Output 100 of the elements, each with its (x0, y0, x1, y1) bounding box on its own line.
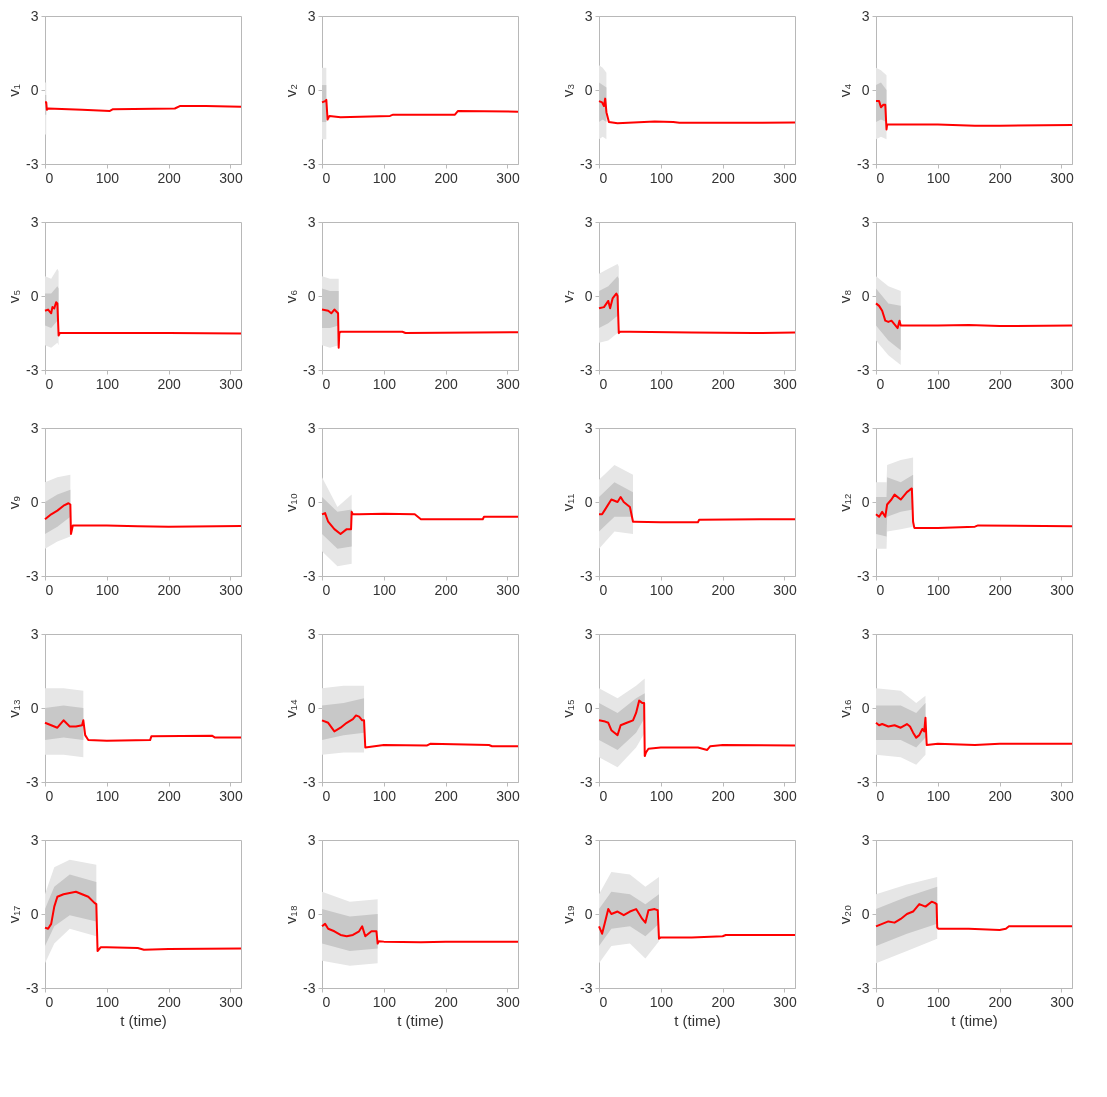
y-tick-label: -3 (26, 361, 39, 378)
x-tick-label: 300 (1050, 581, 1074, 598)
line-series (598, 908, 796, 940)
x-tick-label: 100 (649, 993, 674, 1010)
y-tick-label: 0 (584, 493, 593, 510)
y-tick-label: -3 (580, 361, 593, 378)
y-tick-label: 3 (861, 831, 870, 848)
y-tick-label: -3 (580, 979, 593, 996)
y-tick-label: -3 (303, 567, 316, 584)
line-series (875, 900, 1073, 932)
y-axis-title: v₁₉ (559, 905, 577, 924)
y-tick-label: -3 (26, 979, 39, 996)
y-axis-title: v₁₁ (559, 493, 577, 512)
y-axis-title: v₂₀ (836, 904, 854, 925)
x-tick-label: 100 (649, 375, 674, 392)
y-axis-title: v₁₄ (282, 699, 300, 718)
x-tick-label: 200 (157, 993, 182, 1010)
x-tick-label: 0 (322, 581, 331, 598)
y-tick-label: 0 (584, 81, 593, 98)
y-tick-label: 3 (30, 419, 39, 436)
x-tick-label: 300 (773, 993, 797, 1010)
x-tick-label: 100 (95, 169, 120, 186)
y-axis-title: v₁₀ (282, 493, 300, 512)
y-tick-label: 3 (584, 7, 593, 24)
x-tick-label: 300 (219, 375, 243, 392)
x-tick-label: 0 (876, 993, 885, 1010)
y-tick-label: 0 (30, 699, 39, 716)
x-tick-label: 200 (711, 375, 736, 392)
x-tick-label: 300 (1050, 993, 1074, 1010)
y-tick-label: 3 (584, 625, 593, 642)
x-tick-label: 0 (322, 169, 331, 186)
x-axis-title: t (time) (674, 1011, 721, 1029)
x-tick-label: 100 (95, 375, 120, 392)
x-tick-label: 200 (988, 169, 1013, 186)
x-tick-label: 0 (45, 993, 54, 1010)
x-tick-label: 200 (988, 581, 1013, 598)
x-tick-label: 0 (45, 787, 54, 804)
x-tick-label: 100 (95, 581, 120, 598)
y-tick-label: 0 (584, 699, 593, 716)
y-axis-title: v₁₅ (559, 699, 577, 718)
x-tick-label: 300 (1050, 169, 1074, 186)
y-tick-label: -3 (580, 155, 593, 172)
x-tick-label: 200 (157, 169, 182, 186)
y-tick-label: 0 (861, 493, 870, 510)
y-tick-label: -3 (857, 979, 870, 996)
y-tick-label: 0 (307, 905, 316, 922)
y-tick-label: 0 (307, 81, 316, 98)
y-tick-label: -3 (857, 361, 870, 378)
y-axis-title: v₅ (5, 289, 23, 304)
x-tick-label: 200 (988, 993, 1013, 1010)
x-tick-label: 0 (599, 787, 608, 804)
x-tick-label: 0 (322, 993, 331, 1010)
x-tick-label: 200 (434, 581, 459, 598)
x-tick-label: 300 (773, 581, 797, 598)
y-tick-label: -3 (26, 567, 39, 584)
x-tick-label: 300 (219, 581, 243, 598)
x-tick-label: 100 (926, 993, 951, 1010)
y-tick-label: -3 (26, 773, 39, 790)
y-tick-label: -3 (303, 773, 316, 790)
y-tick-label: 3 (30, 625, 39, 642)
line-series (321, 714, 519, 749)
x-tick-label: 300 (773, 787, 797, 804)
line-series (875, 302, 1073, 330)
y-tick-label: 3 (30, 7, 39, 24)
x-tick-label: 100 (926, 581, 951, 598)
x-tick-label: 100 (649, 581, 674, 598)
y-tick-label: -3 (26, 155, 39, 172)
x-tick-label: 300 (1050, 375, 1074, 392)
line-series (321, 510, 519, 536)
y-tick-label: 3 (307, 625, 316, 642)
x-tick-label: 200 (434, 993, 459, 1010)
x-tick-label: 0 (599, 169, 608, 186)
y-tick-label: 3 (861, 7, 870, 24)
y-axis-title: v₆ (282, 289, 300, 304)
x-tick-label: 100 (95, 993, 120, 1010)
y-axis-title: v₁₆ (836, 699, 854, 718)
y-tick-label: 0 (861, 699, 870, 716)
y-axis-title: v₁₃ (5, 699, 23, 718)
x-tick-label: 200 (434, 787, 459, 804)
x-tick-label: 200 (157, 581, 182, 598)
y-tick-label: 3 (584, 419, 593, 436)
x-tick-label: 100 (926, 787, 951, 804)
x-tick-label: 100 (926, 169, 951, 186)
x-tick-label: 300 (496, 787, 520, 804)
x-tick-label: 200 (988, 375, 1013, 392)
x-tick-label: 300 (219, 993, 243, 1010)
x-tick-label: 0 (876, 169, 885, 186)
x-tick-label: 200 (434, 375, 459, 392)
x-tick-label: 100 (95, 787, 120, 804)
y-axis-title: v₉ (5, 495, 23, 510)
line-series (44, 890, 242, 952)
y-tick-label: 3 (861, 419, 870, 436)
y-tick-label: 0 (30, 287, 39, 304)
x-tick-label: 200 (434, 169, 459, 186)
x-tick-label: 0 (45, 169, 54, 186)
x-tick-label: 0 (599, 581, 608, 598)
y-axis-title: v₃ (559, 83, 577, 98)
line-series (44, 301, 242, 337)
line-series (321, 922, 519, 945)
line-series (44, 502, 242, 536)
